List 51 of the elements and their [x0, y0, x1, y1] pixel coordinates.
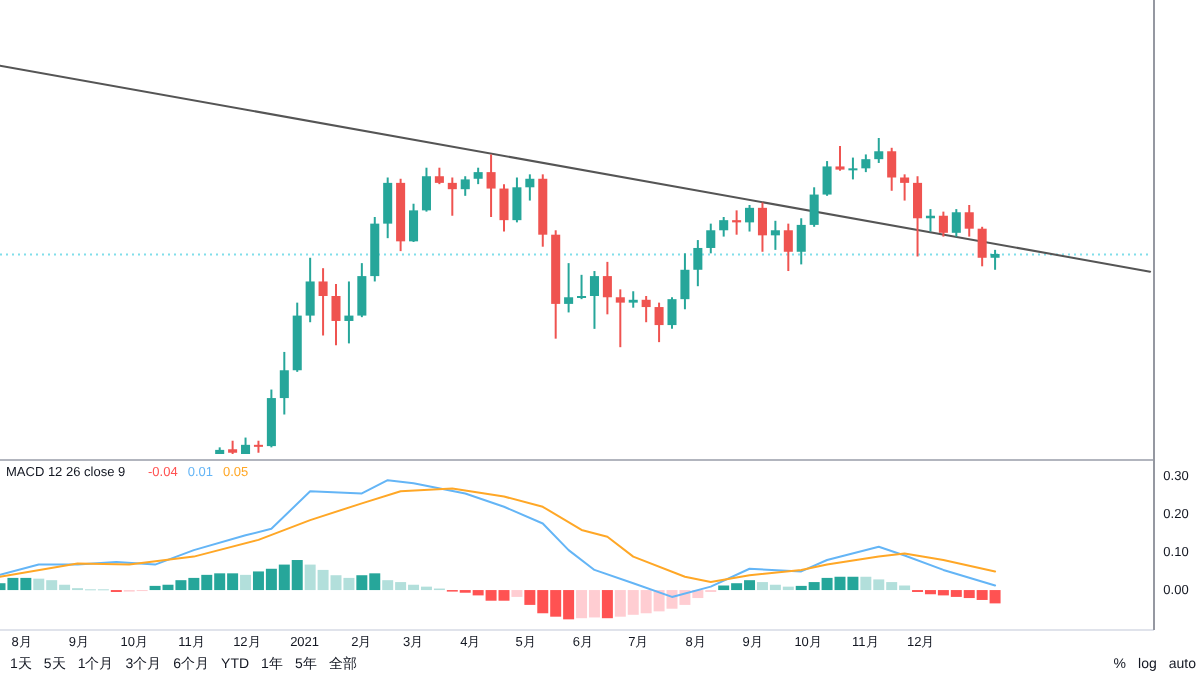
- bar: [601, 590, 613, 619]
- candlestick: [951, 208, 961, 238]
- candlestick: [602, 260, 612, 316]
- candlestick: [770, 219, 780, 251]
- candlestick: [938, 210, 948, 238]
- candlestick: [305, 256, 315, 324]
- line-series: [0, 479, 997, 598]
- bar: [511, 590, 523, 597]
- candlestick: [383, 176, 393, 240]
- candlestick: [447, 176, 457, 217]
- candlestick: [279, 350, 289, 416]
- candlestick: [641, 295, 651, 324]
- candlestick: [900, 173, 910, 202]
- candlestick: [357, 262, 367, 319]
- candlestick: [525, 173, 535, 202]
- candlestick: [848, 156, 858, 181]
- candlestick: [331, 282, 341, 347]
- candlestick: [693, 239, 703, 288]
- candlestick: [318, 267, 328, 337]
- candlestick: [589, 270, 599, 330]
- candlestick: [680, 252, 690, 311]
- candlestick: [757, 201, 767, 253]
- candlestick: [706, 222, 716, 255]
- candlestick: [344, 280, 354, 345]
- candlestick: [732, 209, 742, 236]
- candlestick: [796, 217, 806, 266]
- candlestick: [977, 225, 987, 268]
- candlestick: [964, 203, 974, 238]
- candlestick: [460, 175, 470, 197]
- candlestick: [486, 153, 496, 218]
- bar: [240, 574, 252, 591]
- candlestick: [783, 222, 793, 273]
- candlestick: [809, 186, 819, 228]
- candlestick: [913, 175, 923, 258]
- candlestick: [409, 202, 419, 243]
- candlestick: [615, 288, 625, 349]
- candlestick: [887, 146, 897, 192]
- candlestick: [990, 248, 1000, 271]
- candlestick: [667, 296, 677, 330]
- candlestick: [421, 166, 431, 213]
- candlestick: [719, 216, 729, 238]
- candlestick: [512, 176, 522, 224]
- candlestick: [822, 160, 832, 197]
- candlestick: [577, 273, 587, 301]
- candlestick: [745, 203, 755, 233]
- candlestick: [874, 137, 884, 164]
- candlestick: [835, 144, 845, 172]
- line-series: [0, 487, 997, 584]
- candlestick: [499, 183, 509, 233]
- candlestick: [564, 262, 574, 314]
- candlestick: [654, 301, 664, 344]
